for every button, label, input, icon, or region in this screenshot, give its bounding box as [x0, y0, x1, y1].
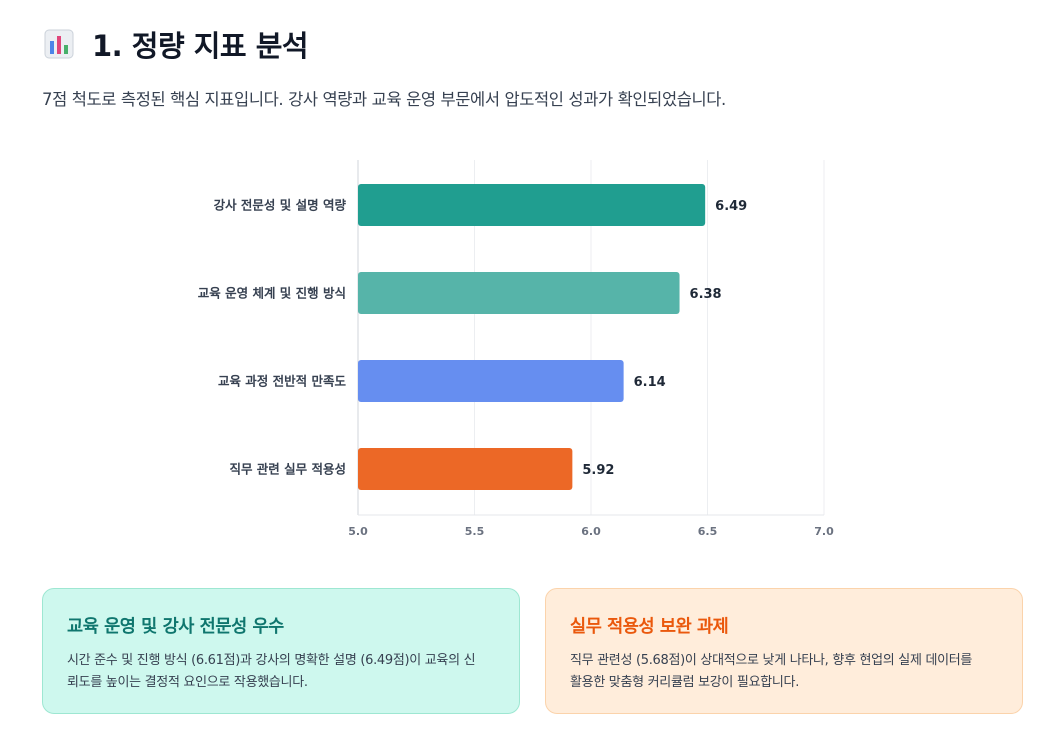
card-text-line: 시간 준수 및 진행 방식 (6.61점)과 강사의 명확한 설명 (6.49점…	[67, 653, 476, 668]
category-label: 교육 과정 전반적 만족도	[218, 374, 347, 389]
card-title-strength: 교육 운영 및 강사 전문성 우수	[67, 617, 284, 637]
category-label: 강사 전문성 및 설명 역량	[214, 198, 347, 213]
page-title: 1. 정량 지표 분석	[92, 29, 309, 63]
insight-card-strength: 교육 운영 및 강사 전문성 우수 시간 준수 및 진행 방식 (6.61점)과…	[42, 588, 520, 714]
card-body-strength: 시간 준수 및 진행 방식 (6.61점)과 강사의 명확한 설명 (6.49점…	[67, 650, 495, 694]
card-text-line: 뢰도를 높이는 결정적 요인으로 작용했습니다.	[67, 675, 308, 690]
bar-chart-icon	[44, 29, 74, 59]
value-label: 5.92	[582, 463, 614, 478]
label-layer: 강사 전문성 및 설명 역량 6.49 교육 운영 체계 및 진행 방식 6.38 교육…	[198, 198, 748, 479]
x-tick-label: 6.5	[698, 525, 718, 538]
title-row: 1. 정량 지표 분석	[44, 24, 309, 64]
value-label: 6.49	[715, 199, 747, 214]
category-label: 직무 관련 실무 적용성	[229, 462, 346, 477]
bar	[358, 360, 624, 402]
card-body-improvement: 직무 관련성 (5.68점)이 상대적으로 낮게 나타나, 향후 현업의 실제 …	[570, 650, 998, 694]
bar-chart: 강사 전문성 및 설명 역량 6.49 교육 운영 체계 및 진행 방식 6.38 교육…	[198, 160, 834, 538]
page-description: 7점 척도로 측정된 핵심 지표입니다. 강사 역량과 교육 운영 부문에서 압…	[42, 90, 726, 109]
x-tick-label: 5.0	[348, 525, 368, 538]
x-tick-label: 6.0	[581, 525, 601, 538]
value-label: 6.14	[634, 375, 666, 390]
card-text-line: 활용한 맞춤형 커리큘럼 보강이 필요합니다.	[570, 675, 800, 690]
category-label: 교육 운영 체계 및 진행 방식	[198, 286, 346, 301]
bar	[358, 272, 680, 314]
value-label: 6.38	[690, 287, 722, 302]
bar-layer	[358, 184, 706, 490]
bar	[358, 184, 706, 226]
bar	[358, 448, 573, 490]
card-text-line: 직무 관련성 (5.68점)이 상대적으로 낮게 나타나, 향후 현업의 실제 …	[570, 653, 973, 668]
tick-layer: 5.0 5.5 6.0 6.5 7.0	[348, 525, 834, 538]
x-tick-label: 5.5	[465, 525, 485, 538]
card-title-improvement: 실무 적용성 보완 과제	[570, 617, 729, 637]
x-tick-label: 7.0	[814, 525, 834, 538]
insight-card-improvement: 실무 적용성 보완 과제 직무 관련성 (5.68점)이 상대적으로 낮게 나타…	[545, 588, 1023, 714]
